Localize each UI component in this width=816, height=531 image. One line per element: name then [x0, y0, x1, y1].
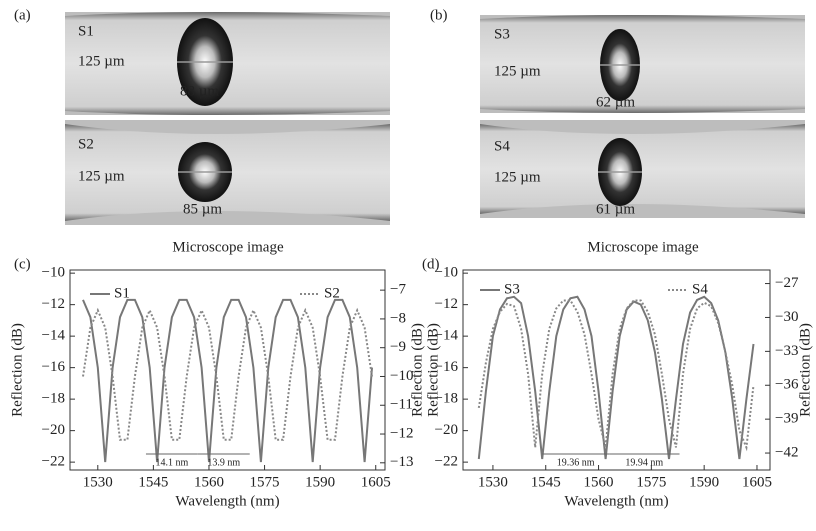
y-tick-label: −18	[42, 391, 65, 407]
x-tick-label: 1545	[138, 474, 168, 490]
x-tick-label: 1560	[194, 474, 224, 490]
x-tick-label: 1575	[250, 474, 280, 490]
y2-tick-label: −12	[390, 425, 413, 441]
series-line	[83, 300, 372, 462]
y2-tick-label: −8	[390, 310, 406, 326]
x-tick-label: 1530	[478, 474, 508, 490]
y2-tick-label: −27	[775, 275, 799, 291]
y2-tick-label: −9	[390, 339, 406, 355]
y-tick-label: −20	[435, 422, 458, 438]
x-tick-label: 1530	[83, 474, 113, 490]
diameter-label: 125 µm	[494, 63, 541, 79]
panel-label: (c)	[14, 256, 31, 272]
y2-tick-label: −39	[775, 411, 798, 427]
y-tick-label: −10	[42, 265, 65, 281]
sample-name: S4	[494, 138, 510, 154]
x-axis-label: Wavelength (nm)	[175, 493, 279, 509]
y-tick-label: −22	[435, 454, 458, 470]
x-tick-label: 1560	[584, 474, 614, 490]
y2-tick-label: −33	[775, 343, 798, 359]
legend-label: S1	[114, 285, 130, 301]
series-line	[83, 310, 372, 440]
y-tick-label: −12	[42, 296, 65, 312]
y-axis-label: Reflection (dB)	[425, 323, 441, 417]
width-label: 85 µm	[183, 201, 222, 217]
image-caption: Microscope image	[172, 239, 284, 255]
series-line	[479, 301, 754, 448]
y-tick-label: −14	[42, 328, 66, 344]
y-tick-label: −12	[435, 296, 458, 312]
y-tick-label: −16	[42, 359, 66, 375]
y2-tick-label: −13	[390, 454, 413, 470]
y-tick-label: −22	[42, 454, 65, 470]
plot-frame	[463, 270, 770, 470]
panel-label: (b)	[430, 7, 448, 23]
y-tick-label: −20	[42, 422, 65, 438]
x-tick-label: 1605	[361, 474, 391, 490]
sample-name: S2	[78, 136, 94, 152]
x-tick-label: 1605	[742, 474, 772, 490]
y2-axis-label: Reflection (dB)	[409, 323, 425, 417]
image-caption: Microscope image	[587, 239, 699, 255]
x-axis-label: Wavelength (nm)	[564, 493, 668, 509]
y2-tick-label: −42	[775, 444, 798, 460]
annotation: 14.1 nm	[156, 457, 189, 468]
legend-label: S4	[692, 281, 708, 297]
width-label: 61 µm	[596, 201, 635, 217]
figure: (a) Microscope image S1 125 µm 88 µm S2 125 µm…	[0, 0, 816, 531]
annotation: 19.36 nm	[557, 457, 595, 468]
legend-label: S2	[324, 285, 340, 301]
y-tick-label: −10	[435, 265, 458, 281]
sample-name: S3	[494, 26, 510, 42]
diameter-label: 125 µm	[78, 168, 125, 184]
panel-label: (a)	[14, 7, 31, 23]
x-tick-label: 1590	[305, 474, 335, 490]
y2-tick-label: −36	[775, 377, 799, 393]
legend-label: S3	[504, 281, 520, 297]
y2-tick-label: −7	[390, 282, 406, 298]
annotation: 19.94 nm	[625, 457, 663, 468]
width-label: 62 µm	[596, 94, 635, 110]
y2-tick-label: −30	[775, 309, 798, 325]
sample-name: S1	[78, 23, 94, 39]
x-tick-label: 1590	[689, 474, 719, 490]
series-line	[479, 297, 754, 459]
annotation: 13.9 nm	[207, 457, 240, 468]
diameter-label: 125 µm	[494, 169, 541, 185]
width-label: 88 µm	[180, 83, 219, 99]
y2-axis-label: Reflection (dB)	[797, 323, 813, 417]
diameter-label: 125 µm	[78, 53, 125, 69]
x-tick-label: 1575	[636, 474, 666, 490]
x-tick-label: 1545	[531, 474, 561, 490]
y-axis-label: Reflection (dB)	[9, 323, 25, 417]
